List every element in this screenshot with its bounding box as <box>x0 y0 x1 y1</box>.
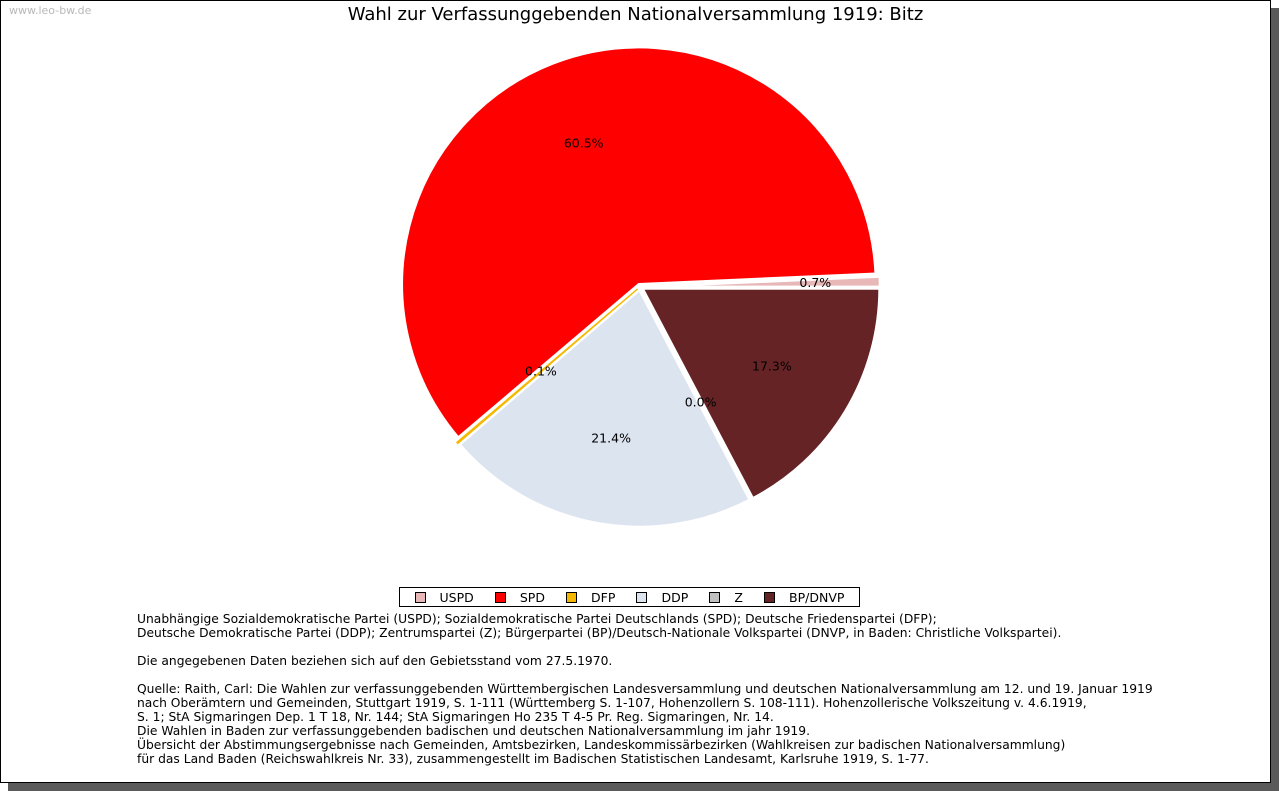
pie-label-dfp: 0.1% <box>525 364 557 379</box>
legend-label-z: Z <box>734 589 743 605</box>
legend-swatch-uspd <box>414 591 426 603</box>
legend-item-dfp: DFP <box>566 590 615 605</box>
frame-shadow-right <box>1271 8 1279 791</box>
notes-line: für das Land Baden (Reichswahlkreis Nr. … <box>137 752 929 766</box>
pie-slices <box>400 46 882 529</box>
notes-line: Die Wahlen in Baden zur verfassunggebend… <box>137 724 810 738</box>
legend-swatch-bp-dnvp <box>764 591 776 603</box>
notes-line: Quelle: Raith, Carl: Die Wahlen zur verf… <box>137 682 1153 696</box>
chart-notes: Unabhängige Sozialdemokratische Partei (… <box>137 612 1257 766</box>
legend-item-ddp: DDP <box>636 590 688 605</box>
legend-item-z: Z <box>709 590 743 605</box>
pie-label-uspd: 0.7% <box>799 275 831 290</box>
legend-label-uspd: USPD <box>439 589 474 605</box>
legend-label-dfp: DFP <box>591 589 616 605</box>
notes-line: nach Oberämtern und Gemeinden, Stuttgart… <box>137 696 1087 710</box>
pie-slice-spd <box>400 46 877 440</box>
legend-swatch-dfp <box>566 591 578 603</box>
legend-label-ddp: DDP <box>661 589 689 605</box>
legend-item-uspd: USPD <box>414 589 474 605</box>
pie-label-z: 0.0% <box>685 394 717 409</box>
chart-title: Wahl zur Verfassunggebenden Nationalvers… <box>347 4 924 25</box>
frame-shadow-bottom <box>8 783 1279 791</box>
pie-label-spd: 60.5% <box>564 136 604 151</box>
legend-label-spd: SPD <box>519 589 545 605</box>
legend-item-spd: SPD <box>494 589 545 605</box>
pie-label-bp-dnvp: 17.3% <box>752 359 792 374</box>
pie-slice-dfp <box>455 288 639 445</box>
legend-swatch-spd <box>494 591 506 603</box>
notes-line: Übersicht der Abstimmungsergebnisse nach… <box>137 738 1066 752</box>
chart-legend: USPD SPD DFP DDP Z BP/DNVP <box>399 587 860 607</box>
legend-item-bp-dnvp: BP/DNVP <box>764 590 844 605</box>
notes-line: Deutsche Demokratische Partei (DDP); Zen… <box>137 626 1062 640</box>
pie-slice-ddp <box>457 287 752 529</box>
pie-slice-uspd <box>642 275 882 289</box>
watermark: www.leo-bw.de <box>9 4 92 17</box>
legend-swatch-ddp <box>636 591 648 603</box>
notes-line: Die angegebenen Daten beziehen sich auf … <box>137 654 613 668</box>
pie-slice-bp-dnvp <box>640 287 881 501</box>
legend-swatch-z <box>709 591 721 603</box>
pie-label-ddp: 21.4% <box>591 430 631 445</box>
pie-labels: 0.7% 60.5% 0.1% 21.4% 0.0% 17.3% <box>525 136 831 446</box>
notes-line: S. 1; StA Sigmaringen Dep. 1 T 18, Nr. 1… <box>137 710 774 724</box>
legend-label-bp-dnvp: BP/DNVP <box>789 589 845 605</box>
notes-line: Unabhängige Sozialdemokratische Partei (… <box>137 612 937 626</box>
